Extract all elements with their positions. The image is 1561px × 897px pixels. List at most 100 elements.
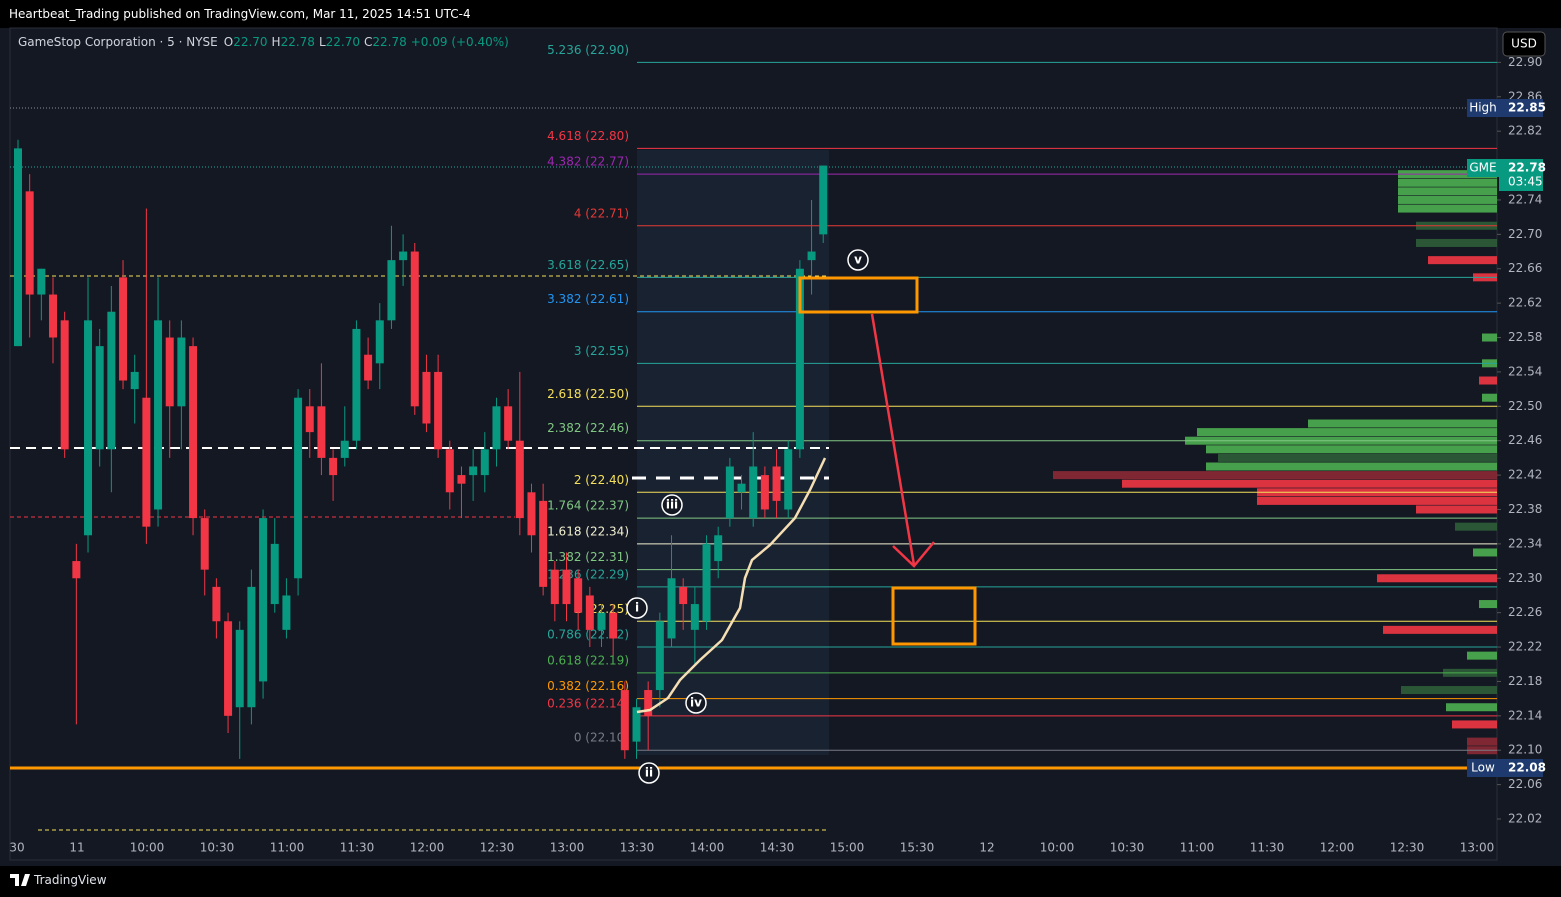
- candle-body: [270, 543, 279, 605]
- candle-body: [212, 586, 221, 622]
- candle-body: [294, 397, 303, 579]
- candle-body: [539, 500, 548, 587]
- y-tick-label: 22.62: [1508, 296, 1542, 310]
- x-tick-label: 14:30: [760, 841, 795, 855]
- candle-body: [410, 251, 419, 407]
- candle-body: [130, 371, 139, 390]
- x-tick-label: 11:30: [1250, 841, 1285, 855]
- volume-bar: [1479, 376, 1497, 385]
- y-tick-label: 22.74: [1508, 192, 1542, 206]
- wave-circle: [626, 597, 648, 619]
- fib-label: 0.786 (22.22): [547, 628, 629, 642]
- currency-button[interactable]: [1502, 31, 1546, 57]
- wave-circle: [685, 692, 707, 714]
- candle-body: [702, 543, 711, 622]
- wave-label: ii: [645, 766, 653, 780]
- candle-body: [317, 406, 326, 458]
- candle-body: [224, 621, 233, 716]
- currency[interactable]: USD: [1511, 37, 1537, 51]
- candle-body: [200, 518, 209, 570]
- badge-value: 22.78: [1508, 161, 1546, 175]
- badge: [1499, 99, 1543, 117]
- candle-body: [504, 406, 513, 441]
- candle-body: [434, 371, 443, 450]
- candle-body: [60, 320, 69, 450]
- candle-body: [422, 371, 431, 424]
- change: +0.09 (+0.40%): [411, 35, 509, 49]
- volume-bar: [1398, 204, 1497, 213]
- y-tick-label: 22.34: [1508, 536, 1542, 550]
- fib-label: 1.236 (22.29): [547, 567, 629, 581]
- y-tick-label: 22.02: [1508, 812, 1542, 826]
- y-tick-label: 22.26: [1508, 605, 1542, 619]
- badge: [1467, 99, 1499, 117]
- candle-body: [620, 690, 629, 751]
- candle-body: [714, 535, 723, 562]
- candle-body: [25, 191, 34, 295]
- candle-body: [597, 612, 606, 630]
- candle-body: [72, 561, 81, 579]
- y-tick-label: 22.70: [1508, 227, 1542, 241]
- candle-body: [457, 475, 466, 484]
- footer: TradingView: [0, 866, 1561, 897]
- x-tick-label: 10:30: [200, 841, 235, 855]
- candle-body: [165, 337, 174, 407]
- volume-bar: [1308, 419, 1497, 428]
- h-label: H: [272, 35, 281, 49]
- x-tick-label: 11:00: [270, 841, 305, 855]
- y-tick-label: 22.22: [1508, 640, 1542, 654]
- volume-bar: [1467, 651, 1497, 660]
- fib-label: 1.382 (22.31): [547, 550, 629, 564]
- candle-body: [154, 320, 163, 510]
- badge-value: 22.85: [1508, 101, 1546, 115]
- candle-body: [119, 277, 128, 381]
- badge: [1499, 159, 1543, 191]
- volume-bar: [1398, 178, 1497, 187]
- x-tick-label: 15:00: [830, 841, 865, 855]
- l: 22.70: [326, 35, 360, 49]
- candle-body: [84, 320, 93, 536]
- fib-label: 4.382 (22.77): [547, 155, 629, 169]
- badge: [1467, 759, 1499, 777]
- l-label: L: [319, 35, 326, 49]
- x-tick-label: 11:30: [340, 841, 375, 855]
- candle-body: [37, 268, 46, 295]
- x-tick-label: 14:00: [690, 841, 725, 855]
- candle-body: [399, 251, 408, 261]
- symbol: GameStop Corporation · 5 · NYSE: [18, 35, 218, 49]
- candle-body: [340, 440, 349, 458]
- volume-bar: [1452, 720, 1497, 729]
- badge-countdown: 03:45: [1508, 175, 1543, 189]
- fib-label: 2.618 (22.50): [547, 387, 629, 401]
- candle-body: [795, 268, 804, 450]
- candle-body: [445, 449, 454, 493]
- volume-bar: [1455, 522, 1497, 531]
- x-tick-label: 10:00: [130, 841, 165, 855]
- candle-body: [469, 466, 478, 476]
- publisher: Heartbeat_Trading published on TradingVi…: [9, 7, 471, 21]
- o-label: O: [224, 35, 233, 49]
- volume-bar: [1467, 737, 1497, 746]
- y-tick-label: 22.90: [1508, 55, 1542, 69]
- volume-bar: [1401, 686, 1497, 695]
- legend: GameStop Corporation · 5 · NYSE O22.70 H22…: [18, 35, 509, 49]
- candle-body: [737, 483, 746, 493]
- candle-body: [282, 595, 291, 630]
- fib-label: 1.618 (22.34): [547, 524, 629, 538]
- candle-body: [95, 346, 104, 450]
- fib-label: 3 (22.55): [574, 344, 629, 358]
- candle-body: [142, 397, 151, 527]
- x-tick-label: 10:00: [1040, 841, 1075, 855]
- fib-label: 3.382 (22.61): [547, 292, 629, 306]
- candle-body: [644, 690, 653, 716]
- wave-label: v: [854, 253, 862, 267]
- fib-label: 5.236 (22.90): [547, 43, 629, 57]
- x-tick-label: 11: [69, 841, 84, 855]
- volume-bar: [1257, 496, 1497, 505]
- y-tick-label: 22.58: [1508, 330, 1542, 344]
- volume-bar: [1416, 238, 1497, 247]
- y-tick-label: 22.18: [1508, 674, 1542, 688]
- wave-label: iii: [666, 498, 678, 512]
- volume-bar: [1482, 333, 1497, 342]
- candle-body: [305, 406, 314, 433]
